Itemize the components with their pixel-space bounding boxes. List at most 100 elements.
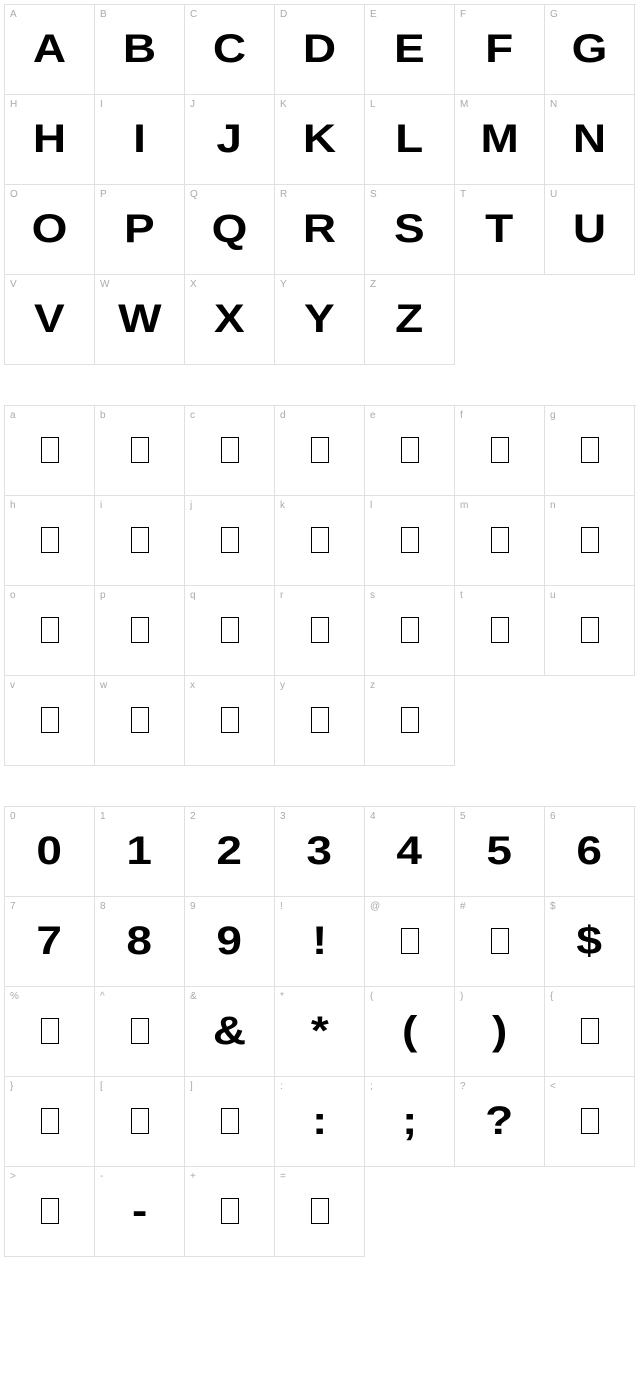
glyph-cell[interactable]: { [545, 987, 635, 1077]
glyph-cell[interactable]: TT [455, 185, 545, 275]
glyph-cell[interactable]: SS [365, 185, 455, 275]
cell-label: h [10, 500, 16, 511]
glyph-cell[interactable]: l [365, 496, 455, 586]
glyph-cell[interactable]: EE [365, 5, 455, 95]
glyph-cell[interactable]: II [95, 95, 185, 185]
glyph: I [133, 119, 146, 159]
glyph: Z [395, 299, 423, 339]
glyph-cell[interactable]: CC [185, 5, 275, 95]
glyph-cell[interactable]: NN [545, 95, 635, 185]
glyph: W [118, 299, 161, 339]
glyph-cell[interactable]: e [365, 406, 455, 496]
glyph-cell[interactable]: GG [545, 5, 635, 95]
glyph-cell[interactable]: % [5, 987, 95, 1077]
glyph-cell[interactable]: f [455, 406, 545, 496]
cell-label: e [370, 410, 376, 421]
glyph-cell[interactable]: ;; [365, 1077, 455, 1167]
glyph-cell[interactable]: @ [365, 897, 455, 987]
glyph-cell[interactable]: q [185, 586, 275, 676]
glyph-cell[interactable]: v [5, 676, 95, 766]
glyph-cell[interactable]: o [5, 586, 95, 676]
glyph-cell[interactable]: 66 [545, 807, 635, 897]
glyph-cell[interactable]: -- [95, 1167, 185, 1257]
glyph-cell[interactable]: 99 [185, 897, 275, 987]
glyph-cell[interactable]: XX [185, 275, 275, 365]
glyph-cell[interactable]: OO [5, 185, 95, 275]
glyph-cell[interactable]: c [185, 406, 275, 496]
glyph-cell[interactable]: ] [185, 1077, 275, 1167]
glyph-cell[interactable]: [ [95, 1077, 185, 1167]
glyph-cell[interactable]: + [185, 1167, 275, 1257]
glyph-cell[interactable]: 33 [275, 807, 365, 897]
glyph-cell[interactable]: $$ [545, 897, 635, 987]
cell-label: 2 [190, 811, 196, 822]
glyph-cell[interactable]: u [545, 586, 635, 676]
glyph-cell[interactable]: p [95, 586, 185, 676]
glyph-cell[interactable]: UU [545, 185, 635, 275]
glyph-cell[interactable]: h [5, 496, 95, 586]
glyph-cell[interactable]: > [5, 1167, 95, 1257]
glyph-cell[interactable]: !! [275, 897, 365, 987]
glyph: - [132, 1191, 147, 1231]
glyph-cell[interactable]: m [455, 496, 545, 586]
glyph-cell[interactable]: } [5, 1077, 95, 1167]
glyph-cell[interactable]: y [275, 676, 365, 766]
glyph-cell[interactable]: WW [95, 275, 185, 365]
glyph-cell[interactable]: t [455, 586, 545, 676]
glyph-cell[interactable]: YY [275, 275, 365, 365]
cell-label: } [10, 1081, 13, 1092]
glyph-cell[interactable]: LL [365, 95, 455, 185]
glyph-cell[interactable]: s [365, 586, 455, 676]
glyph-cell[interactable]: i [95, 496, 185, 586]
glyph-cell[interactable]: BB [95, 5, 185, 95]
glyph-cell[interactable]: k [275, 496, 365, 586]
glyph-cell[interactable]: a [5, 406, 95, 496]
glyph-cell[interactable]: = [275, 1167, 365, 1257]
glyph-cell[interactable]: 55 [455, 807, 545, 897]
glyph-cell[interactable]: PP [95, 185, 185, 275]
glyph-cell[interactable]: JJ [185, 95, 275, 185]
glyph-cell[interactable]: g [545, 406, 635, 496]
glyph-cell[interactable]: j [185, 496, 275, 586]
glyph-cell[interactable]: n [545, 496, 635, 586]
glyph-cell[interactable]: MM [455, 95, 545, 185]
glyph-cell[interactable]: 77 [5, 897, 95, 987]
glyph-cell[interactable]: d [275, 406, 365, 496]
glyph-cell[interactable]: < [545, 1077, 635, 1167]
glyph-cell[interactable]: 11 [95, 807, 185, 897]
cell-label: p [100, 590, 106, 601]
glyph-cell[interactable]: FF [455, 5, 545, 95]
glyph-cell[interactable]: )) [455, 987, 545, 1077]
cell-label: 7 [10, 901, 16, 912]
glyph-cell[interactable]: RR [275, 185, 365, 275]
glyph-cell[interactable]: x [185, 676, 275, 766]
glyph: P [124, 209, 155, 249]
glyph-cell[interactable]: # [455, 897, 545, 987]
glyph-cell[interactable]: DD [275, 5, 365, 95]
glyph-cell[interactable]: 44 [365, 807, 455, 897]
missing-glyph-icon [41, 707, 59, 733]
glyph-cell[interactable]: AA [5, 5, 95, 95]
glyph-cell[interactable]: :: [275, 1077, 365, 1167]
cell-label: 8 [100, 901, 106, 912]
glyph-cell[interactable]: 00 [5, 807, 95, 897]
glyph-cell[interactable]: 22 [185, 807, 275, 897]
glyph-cell[interactable]: ^ [95, 987, 185, 1077]
cell-label: T [460, 189, 466, 200]
glyph-cell[interactable]: z [365, 676, 455, 766]
glyph-cell[interactable]: w [95, 676, 185, 766]
glyph-cell[interactable]: r [275, 586, 365, 676]
glyph-cell[interactable]: ?? [455, 1077, 545, 1167]
glyph-cell[interactable]: KK [275, 95, 365, 185]
glyph-cell[interactable]: ZZ [365, 275, 455, 365]
glyph-cell[interactable]: (( [365, 987, 455, 1077]
glyph: Q [212, 209, 248, 249]
missing-glyph-icon [41, 437, 59, 463]
glyph-cell[interactable]: QQ [185, 185, 275, 275]
glyph-cell[interactable]: HH [5, 95, 95, 185]
glyph-cell[interactable]: 88 [95, 897, 185, 987]
glyph-cell[interactable]: VV [5, 275, 95, 365]
glyph-cell[interactable]: && [185, 987, 275, 1077]
glyph-cell[interactable]: b [95, 406, 185, 496]
glyph-cell[interactable]: ** [275, 987, 365, 1077]
